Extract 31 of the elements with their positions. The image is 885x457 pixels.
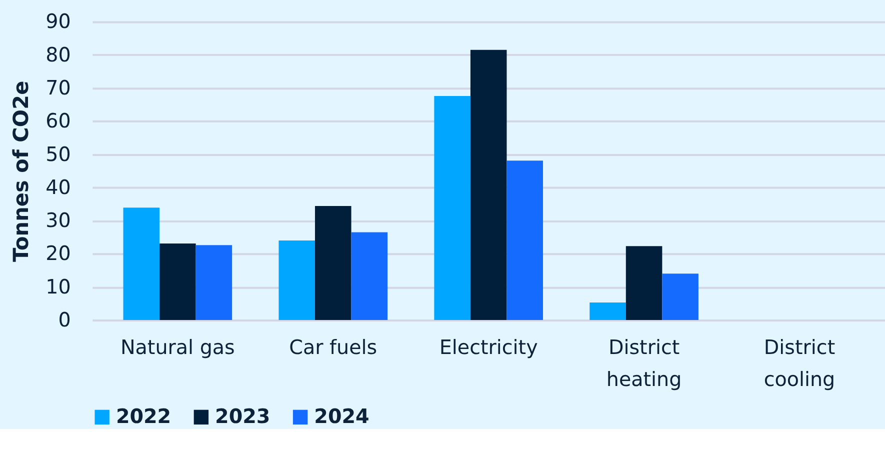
y-tick-label: 20 [46, 242, 71, 266]
bar [314, 206, 352, 320]
y-tick-label: 40 [46, 176, 71, 199]
y-tick-label: 70 [46, 76, 71, 100]
y-tick-label: 10 [46, 275, 71, 298]
bar [196, 245, 232, 320]
x-tick-label: Electricity [439, 336, 538, 360]
legend-label: 2022 [116, 405, 172, 428]
bar [160, 243, 196, 320]
bar [278, 240, 315, 320]
bar [506, 160, 543, 320]
bar [351, 232, 388, 320]
y-tick-label: 60 [46, 110, 71, 133]
bar [626, 246, 662, 320]
x-tick-label: District cooling [764, 336, 836, 391]
x-tick-label: Car fuels [289, 336, 378, 360]
legend-label: 2023 [215, 405, 270, 428]
bar [434, 96, 470, 320]
bar [662, 274, 698, 320]
y-tick-label: 50 [46, 142, 71, 166]
legend-label: 2024 [314, 405, 370, 428]
bar [590, 302, 626, 320]
y-tick-label: 80 [46, 43, 71, 66]
y-tick-label: 0 [58, 308, 71, 332]
y-axis-title: Tonnes of CO2e [8, 80, 33, 262]
bar [470, 50, 507, 320]
y-tick-label: 30 [46, 209, 71, 232]
x-tick-label: Natural gas [120, 336, 235, 360]
bar [123, 208, 160, 320]
y-tick-label: 90 [46, 10, 71, 34]
x-tick-label: District heating [606, 336, 682, 391]
